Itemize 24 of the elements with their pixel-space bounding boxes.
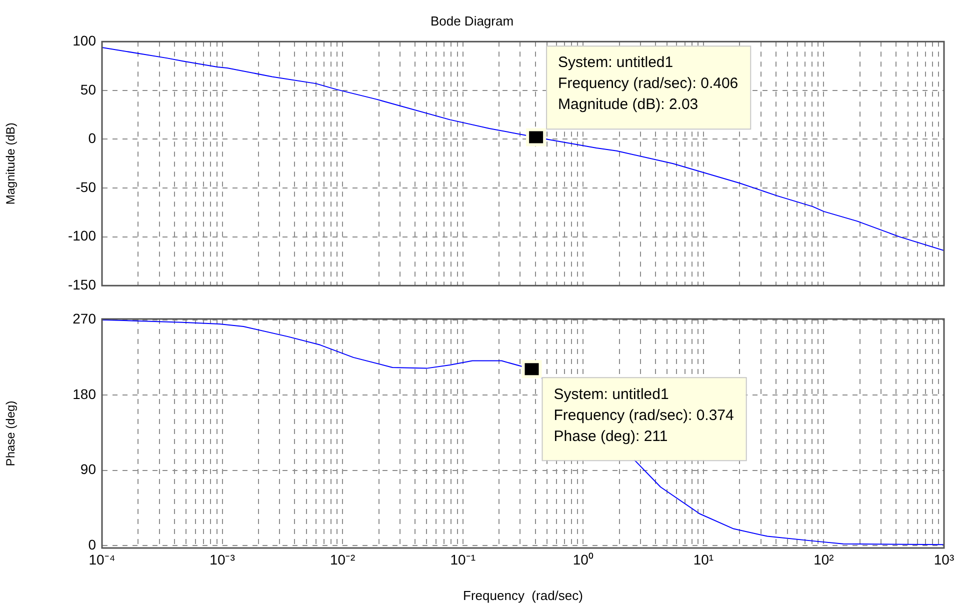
y-tick-label: 0 (88, 130, 96, 146)
annotation: System: untitled1 Frequency (rad/sec): 0.374 Phase (deg): 211 (554, 386, 734, 445)
y-tick-label: -50 (76, 178, 96, 195)
x-tick-label: 10³ (934, 551, 954, 568)
y-tick-label: 90 (80, 461, 96, 478)
y-axis-title: Magnitude (dB) (4, 122, 18, 205)
x-tick-label: 10⁰ (572, 551, 594, 568)
y-tick-label: 50 (80, 81, 96, 98)
y-tick-label: -100 (68, 228, 96, 244)
annotation: System: untitled1 Frequency (rad/sec): 0.406 Magnitude (dB): 2.03 (558, 54, 738, 114)
x-tick-label: 10⁻² (330, 551, 356, 568)
x-tick-label: 10⁻⁴ (88, 551, 116, 568)
y-tick-label: 180 (72, 386, 96, 402)
y-axis-title: Phase (deg) (4, 400, 18, 466)
y-tick-label: 100 (72, 32, 96, 48)
y-tick-label: 0 (88, 536, 96, 552)
x-tick-label: 10² (814, 551, 834, 568)
y-tick-label: -150 (68, 276, 96, 292)
chart-title: Bode Diagram (430, 13, 514, 28)
x-axis-title: Frequency (rad/sec) (463, 588, 583, 603)
x-tick-label: 10⁻¹ (450, 551, 476, 568)
y-tick-label: 270 (72, 310, 96, 327)
x-tick-label: 10¹ (693, 551, 714, 568)
x-tick-label: 10⁻³ (210, 551, 236, 568)
